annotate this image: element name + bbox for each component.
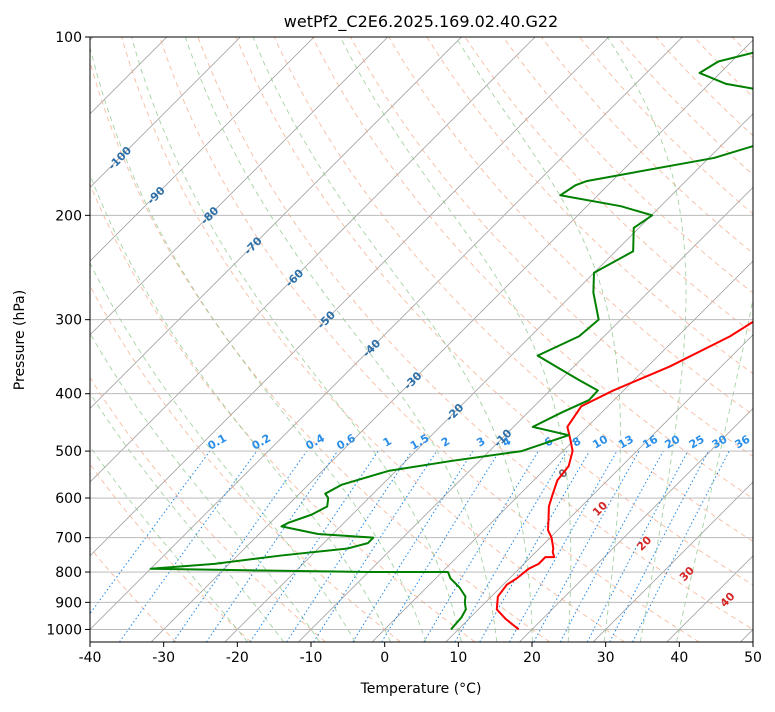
y-tick-label: 400	[55, 387, 82, 403]
y-tick-label: 800	[55, 565, 82, 581]
y-tick-label: 1000	[46, 622, 82, 638]
x-tick-label: 10	[449, 650, 467, 666]
x-tick-label: 40	[670, 650, 688, 666]
x-tick-label: -40	[79, 650, 102, 666]
x-tick-label: -30	[152, 650, 175, 666]
x-tick-label: 50	[744, 650, 762, 666]
chart-title: wetPf2_C2E6.2025.169.02.40.G22	[284, 12, 558, 32]
y-tick-label: 200	[55, 208, 82, 224]
y-tick-label: 100	[55, 30, 82, 46]
y-tick-label: 900	[55, 595, 82, 611]
y-axis-label: Pressure (hPa)	[12, 290, 28, 390]
x-tick-label: 20	[523, 650, 541, 666]
y-tick-label: 300	[55, 313, 82, 329]
y-tick-label: 700	[55, 531, 82, 547]
x-tick-label: -20	[226, 650, 249, 666]
x-tick-label: 0	[380, 650, 389, 666]
y-tick-label: 600	[55, 491, 82, 507]
y-tick-label: 500	[55, 444, 82, 460]
x-tick-label: 30	[597, 650, 615, 666]
x-axis-label: Temperature (°C)	[360, 681, 482, 697]
x-tick-label: -10	[300, 650, 323, 666]
